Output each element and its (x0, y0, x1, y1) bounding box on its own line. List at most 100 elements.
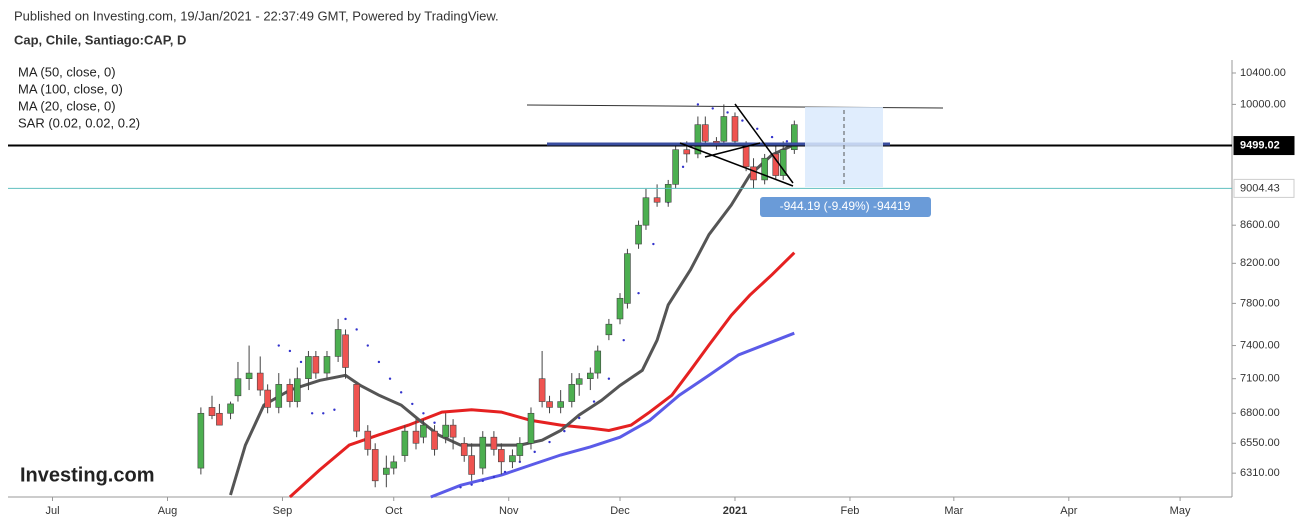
sar-dot (726, 111, 729, 114)
sar-dot (322, 412, 325, 415)
candle-body (635, 224, 642, 245)
candle-body (234, 378, 242, 397)
trend-line (679, 142, 794, 187)
sar-dot (299, 360, 303, 364)
candle-body (750, 166, 757, 181)
candle-body (256, 372, 264, 391)
x-tick-label: Nov (499, 505, 519, 517)
legend-entry: MA (20, close, 0) (18, 98, 116, 113)
candle-body (479, 436, 487, 469)
candle-body (420, 424, 427, 438)
candle-body (546, 401, 553, 408)
candle-body (527, 412, 535, 444)
sar-dot (355, 328, 358, 331)
x-tick-label: Oct (385, 505, 402, 517)
sar-dot (422, 412, 425, 415)
sar-dot (652, 242, 655, 246)
ma-line (288, 251, 796, 499)
y-tick-label: 8600.00 (1240, 219, 1280, 231)
sar-dot (481, 479, 484, 483)
price-label: 9004.43 (1240, 182, 1280, 194)
candle-body (342, 334, 349, 368)
candle-body (761, 157, 768, 181)
x-tick-label: Mar (944, 505, 963, 517)
candle-body (694, 124, 702, 155)
candle-body (216, 412, 223, 426)
x-tick-label: May (1170, 505, 1191, 517)
sar-dot (377, 360, 381, 364)
price-label: 9499.02 (1240, 139, 1280, 151)
candle-body (197, 412, 205, 469)
x-tick-label: 2021 (723, 505, 747, 517)
sar-dot (411, 402, 414, 406)
candle-body (791, 124, 798, 151)
candle-body (498, 449, 505, 463)
price-label-box (1233, 178, 1295, 198)
x-tick-label: Dec (610, 505, 630, 517)
candle-body (557, 401, 564, 408)
y-tick-label: 7400.00 (1240, 339, 1280, 351)
candle-body (731, 116, 739, 142)
sar-dot (637, 291, 640, 295)
price-label-box (1233, 136, 1295, 156)
candle-body (720, 116, 728, 142)
published-note: Published on Investing.com, 19/Jan/2021 … (14, 8, 499, 23)
candle-body (538, 378, 546, 402)
x-tick-label: Jul (45, 505, 59, 517)
sar-dot (696, 103, 700, 106)
measure-label: -944.19 (-9.49%) -94419 (780, 199, 911, 213)
candle-body (509, 455, 516, 463)
sar-dot (756, 127, 759, 130)
candle-body (353, 384, 360, 432)
candle-body (702, 124, 709, 142)
sar-dot (310, 412, 314, 415)
sar-dot (470, 483, 473, 486)
legend-entry: SAR (0.02, 0.02, 0.2) (18, 115, 140, 130)
y-tick-label: 7100.00 (1240, 373, 1280, 385)
sar-dot (592, 400, 596, 403)
sar-dot (563, 429, 566, 433)
candle-body (305, 356, 312, 379)
y-tick-label: 7800.00 (1240, 297, 1280, 309)
sar-dot (578, 416, 581, 420)
candle-body (779, 149, 787, 176)
sar-dot (492, 475, 496, 479)
sar-dot (607, 377, 611, 380)
candle-body (412, 430, 420, 444)
x-tick-label: Feb (840, 505, 859, 517)
candle-body (383, 467, 390, 475)
sar-dot (366, 344, 369, 347)
candle-body (568, 384, 576, 402)
sar-dot (399, 391, 403, 394)
candle-body (401, 430, 409, 456)
candle-body (208, 407, 216, 416)
candle-body (605, 323, 613, 336)
y-tick-label: 6550.00 (1240, 437, 1280, 449)
trend-line (704, 142, 761, 158)
sar-dot (433, 421, 436, 424)
x-tick-label: Apr (1060, 505, 1077, 517)
candle-body (460, 442, 468, 456)
ma-line (430, 331, 795, 499)
candle-body (371, 449, 379, 482)
sar-dot (785, 140, 789, 143)
candle-body (334, 329, 342, 357)
x-tick-label: Aug (158, 505, 178, 517)
y-tick-label: 6310.00 (1240, 467, 1280, 479)
drawings: -944.19 (-9.49%) -94419 (526, 103, 944, 217)
candle-body (616, 297, 624, 320)
candle-body (672, 149, 679, 185)
candle-body (653, 197, 661, 203)
candle-body (275, 384, 283, 408)
sar-dot (388, 377, 392, 380)
candle-body (364, 430, 372, 450)
candle-body (449, 424, 457, 438)
legend-entry: MA (100, close, 0) (18, 81, 123, 96)
candle-body (294, 378, 301, 402)
candle-body (664, 184, 672, 203)
legend-entry: MA (50, close, 0) (18, 64, 116, 79)
trend-line (734, 103, 794, 184)
sar-dot (344, 317, 347, 321)
candle-body (442, 424, 449, 438)
sar-dot (711, 107, 714, 110)
